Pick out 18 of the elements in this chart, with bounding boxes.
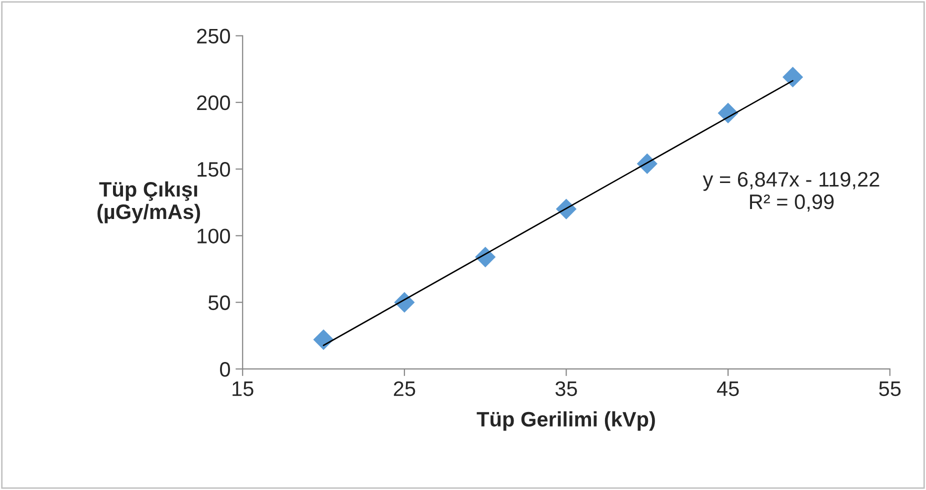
x-tick-label: 55 — [879, 382, 901, 396]
y-tick-label: 0 — [220, 362, 230, 377]
y-tick-label: 100 — [198, 228, 230, 244]
point — [313, 329, 334, 350]
annotation: y = 6,847x - 119,22 R² = 0,99 — [702, 172, 880, 212]
y-tick-label: 150 — [198, 162, 230, 177]
point — [782, 66, 804, 88]
point — [556, 198, 577, 220]
x-tick-label: 25 — [394, 381, 416, 396]
point — [394, 292, 415, 313]
x-tick-label: 15 — [232, 382, 254, 396]
y-axis-title: Tüp Çıkışı (µGy/mAs) — [97, 181, 200, 224]
y-tick-label: 50 — [208, 295, 230, 310]
y-tick-label: 200 — [197, 95, 230, 110]
x-tick-label: 45 — [716, 382, 739, 396]
x-axis-title: Tüp Gerilimi (kVp) — [476, 411, 655, 431]
y-tick-label: 250 — [197, 28, 230, 44]
x-tick-label: 35 — [555, 381, 577, 396]
